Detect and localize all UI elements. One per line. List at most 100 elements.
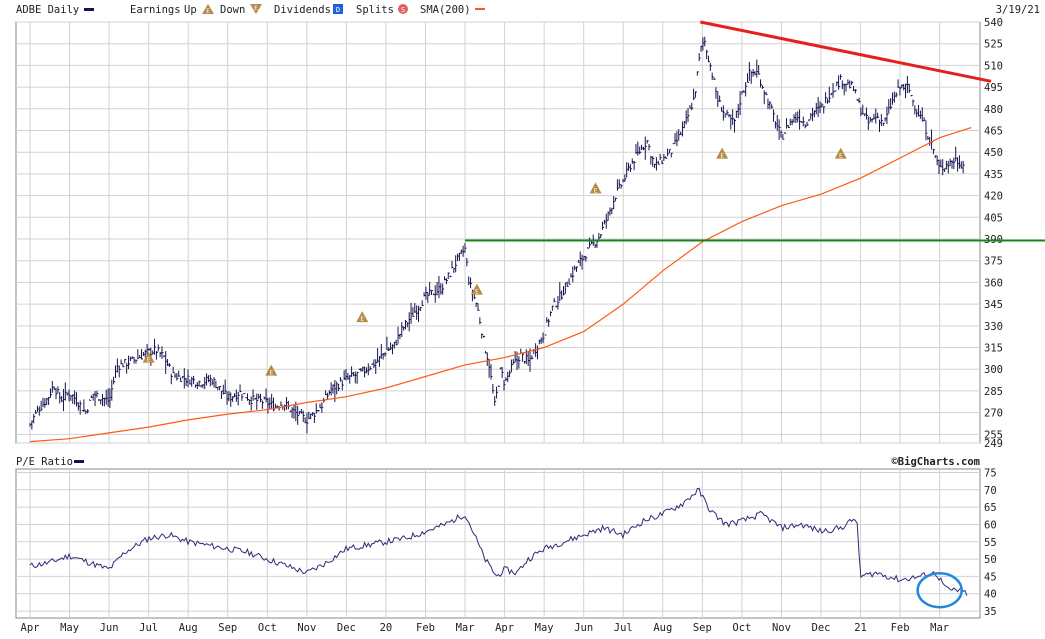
pe-highlight-circle bbox=[916, 572, 963, 609]
sma-label: SMA(200) bbox=[420, 4, 471, 16]
earnings-markers: E E E E E E E bbox=[142, 147, 847, 377]
price-y-tick-label: 315 bbox=[984, 343, 1003, 355]
pe-y-axis: 35 40 45 50 55 60 65 70 75 bbox=[984, 467, 997, 618]
svg-text:E: E bbox=[254, 5, 258, 12]
earnings-up-icon bbox=[356, 311, 369, 323]
price-y-tick-label: 249 bbox=[984, 438, 1003, 450]
earnings-up-icon bbox=[834, 147, 847, 159]
dividends-label: Dividends bbox=[274, 4, 331, 16]
pe-grid bbox=[16, 469, 980, 618]
x-tick-label: Sep bbox=[693, 622, 712, 634]
earnings-marker-glyph: E bbox=[269, 370, 273, 377]
x-tick-label: Nov bbox=[772, 622, 791, 634]
price-grid bbox=[16, 21, 980, 444]
price-y-tick-label: 375 bbox=[984, 256, 1003, 268]
x-tick-label: Jul bbox=[139, 622, 158, 634]
price-y-tick-label: 495 bbox=[984, 82, 1003, 94]
pe-panel: P/E Ratio ©BigCharts.com 35 40 45 50 55 60 65 7… bbox=[15, 456, 997, 619]
x-tick-label: Nov bbox=[297, 622, 316, 634]
earnings-down-label: Down bbox=[220, 4, 245, 16]
svg-text:D: D bbox=[336, 6, 340, 14]
x-tick-label: Jun bbox=[100, 622, 119, 634]
earnings-marker-glyph: E bbox=[360, 316, 364, 323]
sma-legend-swatch bbox=[475, 8, 485, 10]
price-y-tick-label: 300 bbox=[984, 364, 1003, 376]
pe-ratio-line bbox=[29, 487, 968, 596]
chart-legend: ADBE Daily Earnings Up E Down E Dividend… bbox=[16, 4, 1040, 16]
price-y-tick-label: 465 bbox=[984, 126, 1003, 138]
x-tick-label: Mar bbox=[456, 622, 475, 634]
earnings-marker-glyph: E bbox=[839, 153, 843, 160]
pe-y-tick-label: 45 bbox=[984, 571, 997, 583]
x-tick-label: Jun bbox=[574, 622, 593, 634]
splits-label: Splits bbox=[356, 4, 394, 16]
price-y-tick-label: 435 bbox=[984, 169, 1003, 181]
x-tick-label: Jul bbox=[614, 622, 633, 634]
earnings-up-icon bbox=[589, 182, 602, 194]
dividend-icon: D bbox=[333, 4, 343, 14]
earnings-up-icon: E bbox=[202, 4, 214, 15]
price-y-tick-label: 285 bbox=[984, 386, 1003, 398]
x-tick-label: Apr bbox=[21, 622, 40, 634]
sma-200-line bbox=[29, 127, 972, 443]
x-tick-label: Sep bbox=[218, 622, 237, 634]
x-tick-label: Aug bbox=[653, 622, 672, 634]
price-y-tick-label: 255 bbox=[984, 429, 1003, 441]
pe-y-tick-label: 75 bbox=[984, 467, 997, 479]
pe-y-tick-label: 55 bbox=[984, 537, 997, 549]
x-tick-label: Aug bbox=[179, 622, 198, 634]
earnings-label: Earnings bbox=[130, 4, 181, 16]
x-tick-label: Dec bbox=[337, 622, 356, 634]
price-y-tick-label: 330 bbox=[984, 321, 1003, 333]
earnings-marker-glyph: E bbox=[594, 187, 598, 194]
earnings-down-icon: E bbox=[250, 4, 262, 14]
pe-y-tick-label: 40 bbox=[984, 589, 997, 601]
x-tick-label: Apr bbox=[495, 622, 514, 634]
x-tick-label: Dec bbox=[812, 622, 831, 634]
x-tick-label: May bbox=[60, 622, 79, 634]
ticker-label: ADBE Daily bbox=[16, 4, 79, 16]
resistance-trendline bbox=[700, 20, 992, 83]
price-ohlc-bars bbox=[29, 36, 965, 434]
pe-y-tick-label: 60 bbox=[984, 519, 997, 531]
earnings-marker-glyph: E bbox=[720, 153, 724, 160]
x-tick-label: Feb bbox=[416, 622, 435, 634]
pe-panel-title: P/E Ratio bbox=[16, 456, 73, 468]
earnings-up-icon bbox=[470, 283, 483, 295]
earnings-up-icon bbox=[142, 351, 155, 363]
x-axis: Apr May Jun Jul Aug Sep Oct Nov Dec 20 Feb Mar Apr Ma… bbox=[21, 622, 950, 634]
svg-text:S: S bbox=[401, 6, 405, 14]
x-tick-label: 20 bbox=[380, 622, 393, 634]
x-tick-label: Oct bbox=[732, 622, 751, 634]
earnings-up-label: Up bbox=[184, 4, 197, 16]
svg-text:E: E bbox=[206, 8, 210, 15]
price-y-tick-label: 525 bbox=[984, 39, 1003, 51]
x-tick-label: Mar bbox=[930, 622, 949, 634]
x-tick-label: Feb bbox=[891, 622, 910, 634]
x-tick-label: Oct bbox=[258, 622, 277, 634]
pe-y-tick-label: 70 bbox=[984, 485, 997, 497]
price-y-tick-label: 420 bbox=[984, 191, 1003, 203]
credit-text: ©BigCharts.com bbox=[891, 456, 980, 468]
price-y-tick-label: 450 bbox=[984, 147, 1003, 159]
price-y-tick-label: 510 bbox=[984, 60, 1003, 72]
x-tick-label: 21 bbox=[854, 622, 867, 634]
price-y-tick-label: 270 bbox=[984, 408, 1003, 420]
pe-y-tick-label: 65 bbox=[984, 502, 997, 514]
price-y-tick-label: 480 bbox=[984, 104, 1003, 116]
price-legend-swatch bbox=[84, 8, 94, 11]
earnings-up-icon bbox=[716, 147, 729, 159]
price-y-tick-label: 405 bbox=[984, 212, 1003, 224]
chart-date: 3/19/21 bbox=[996, 4, 1040, 16]
price-panel: 2492552702853003153303453603753904054204… bbox=[15, 17, 1045, 450]
pe-y-tick-label: 35 bbox=[984, 606, 997, 618]
earnings-up-icon bbox=[265, 364, 278, 376]
split-icon: S bbox=[398, 4, 408, 14]
pe-legend-swatch bbox=[74, 460, 84, 463]
price-y-tick-label: 540 bbox=[984, 17, 1003, 29]
earnings-marker-glyph: E bbox=[475, 289, 479, 296]
x-tick-label: May bbox=[535, 622, 554, 634]
price-y-tick-label: 360 bbox=[984, 277, 1003, 289]
price-y-tick-label: 345 bbox=[984, 299, 1003, 311]
